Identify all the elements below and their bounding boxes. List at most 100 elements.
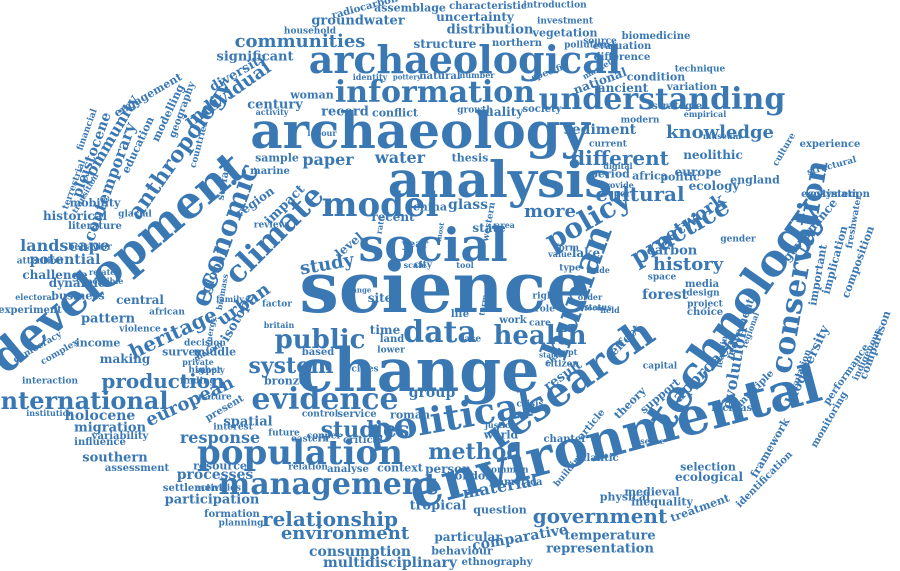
cloud-word: variability	[91, 431, 149, 442]
cloud-word: labour	[307, 128, 337, 138]
cloud-word: record	[321, 104, 369, 120]
cloud-word: group	[408, 385, 456, 401]
cloud-word: china	[413, 200, 447, 214]
cloud-word: inequality	[631, 495, 693, 509]
cloud-word: investment	[536, 16, 594, 27]
cloud-word: paper	[302, 150, 354, 169]
cloud-word: order	[577, 292, 603, 302]
cloud-word: history	[652, 254, 724, 275]
cloud-word: cities	[351, 364, 379, 375]
cloud-word: making	[99, 352, 151, 366]
cloud-word: year	[401, 237, 429, 251]
cloud-word: pottery	[392, 72, 422, 82]
cloud-word: service	[337, 409, 377, 420]
cloud-word: london	[450, 469, 494, 483]
cloud-word: knowledge	[666, 122, 774, 143]
cloud-word: settlement	[162, 483, 224, 494]
cloud-word: tropical	[409, 498, 467, 514]
cloud-word: mobility	[69, 196, 121, 210]
cloud-word: identity	[352, 72, 388, 82]
cloud-word: characteristic	[449, 1, 527, 12]
cloud-word: processes	[176, 467, 254, 483]
cloud-word: citizen	[545, 359, 579, 370]
cloud-word: significant	[216, 49, 294, 65]
cloud-word: glass	[448, 197, 488, 213]
cloud-word: strategies	[652, 101, 708, 112]
cloud-word: area	[495, 220, 515, 230]
cloud-word: challenge	[22, 268, 88, 282]
cloud-word: state	[472, 221, 506, 235]
cloud-word: range	[348, 285, 372, 295]
cloud-word: estimation	[810, 189, 870, 200]
cloud-word: archaeology	[250, 101, 590, 160]
cloud-word: northern	[492, 38, 542, 49]
cloud-word: empirical	[683, 109, 727, 119]
cloud-word: gender	[720, 234, 756, 245]
cloud-word: city	[413, 260, 433, 271]
cloud-word: ethnography	[461, 557, 533, 568]
cloud-word: design	[686, 288, 720, 299]
cloud-word: institution	[26, 408, 74, 418]
cloud-word: report	[603, 189, 635, 200]
cloud-word: person	[425, 462, 471, 476]
cloud-word: atlantic	[575, 453, 619, 464]
cloud-word: formation	[204, 509, 260, 520]
cloud-word: justice	[485, 420, 515, 430]
cloud-word: media	[684, 279, 720, 290]
cloud-word: violence	[119, 324, 161, 335]
cloud-word: digital	[603, 161, 633, 171]
cloud-word: ecological	[674, 470, 744, 484]
cloud-word: participation	[164, 492, 260, 508]
cloud-word: choice	[686, 307, 724, 318]
cloud-word: england	[730, 173, 780, 187]
cloud-word: household	[283, 26, 337, 37]
cloud-word: nature	[198, 392, 232, 403]
cloud-word: context	[377, 461, 423, 475]
cloud-word: business	[51, 289, 105, 303]
cloud-word: social	[358, 218, 508, 272]
cloud-word: studies	[320, 417, 410, 443]
cloud-word: common	[485, 465, 529, 476]
cloud-word: survey	[162, 345, 202, 359]
cloud-word: influence	[74, 437, 126, 448]
cloud-word: focus	[584, 303, 606, 313]
cloud-word: literature	[68, 221, 122, 232]
cloud-word: potential	[29, 252, 101, 268]
cloud-word: temperature	[564, 528, 656, 544]
cloud-word: roman	[390, 408, 430, 422]
cloud-word: modern	[620, 115, 660, 126]
cloud-word: evidence	[251, 382, 399, 417]
cloud-word: culture	[771, 131, 799, 169]
cloud-word: growth	[457, 105, 493, 116]
cloud-word: future	[268, 428, 300, 439]
cloud-word: spatial	[223, 414, 273, 430]
cloud-word: method	[428, 439, 522, 465]
cloud-word: experience	[799, 139, 861, 150]
cloud-word: marine	[250, 166, 290, 177]
cloud-word: change	[296, 336, 540, 406]
cloud-word: historical	[42, 209, 108, 223]
cloud-word: resource	[193, 459, 247, 473]
cloud-word: uncertainty	[436, 10, 514, 24]
cloud-word: analyse	[327, 464, 369, 475]
cloud-word: introduction	[523, 0, 587, 11]
cloud-word: factor	[261, 299, 293, 310]
cloud-word: source	[583, 36, 617, 47]
cloud-word: income	[75, 336, 121, 350]
cloud-word: environment	[280, 523, 410, 544]
cloud-word: health	[493, 321, 587, 351]
cloud-word: dynamic	[48, 276, 106, 290]
cloud-word: distribution	[446, 22, 534, 38]
cloud-word: variation	[666, 82, 718, 93]
cloud-word: case	[458, 334, 482, 345]
cloud-word: rate	[373, 215, 387, 235]
cloud-word: private	[182, 357, 214, 367]
cloud-word: higher	[188, 365, 222, 376]
cloud-word: woman	[290, 88, 334, 102]
cloud-word: holocene	[64, 408, 136, 424]
cloud-word: form	[554, 243, 580, 254]
cloud-word: behaviour	[431, 544, 493, 558]
cloud-word: supply	[195, 365, 225, 375]
cloud-word: disease	[631, 436, 665, 446]
